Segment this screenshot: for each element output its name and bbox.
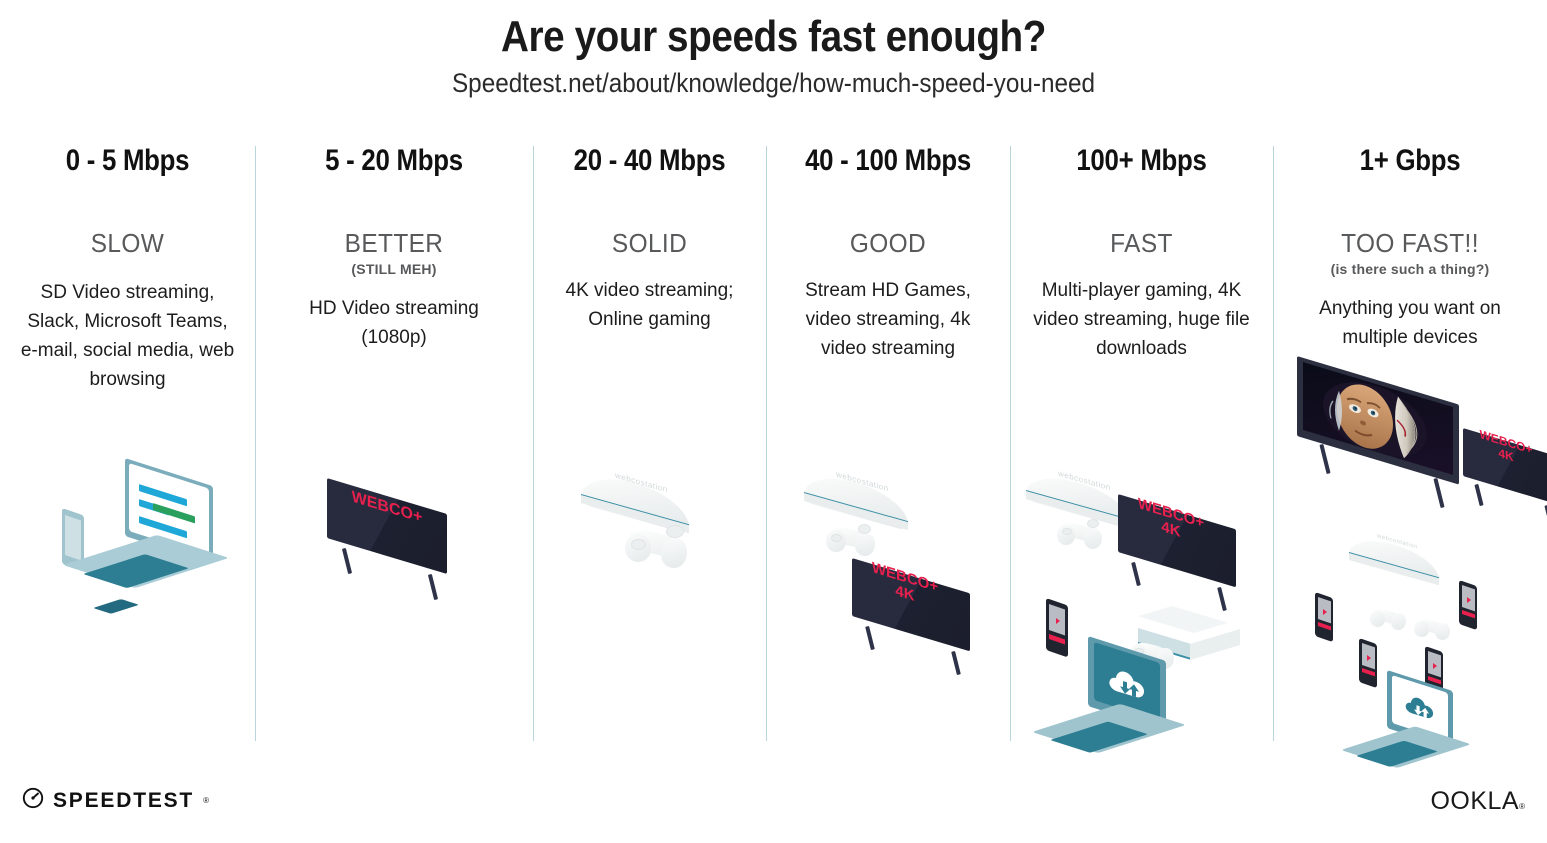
laptop-cloud-icon: [1032, 636, 1196, 766]
rating-label-5: FAST: [1110, 228, 1173, 258]
column-divider-4: [1010, 146, 1011, 741]
phone-icon: [1425, 646, 1443, 697]
page-title: Are your speeds fast enough?: [501, 12, 1046, 61]
use-cases-text-6: Anything you want on multiple devices: [1319, 298, 1501, 348]
use-cases-text-2: HD Video streaming (1080p): [309, 298, 479, 348]
illustration-6: WEBCO+ 4K webcostation: [1273, 356, 1547, 768]
columns-region: 0 - 5 Mbps SLOW SD Video streaming, Slac…: [0, 138, 1547, 768]
illustration-3: webcostation: [533, 458, 766, 658]
ookla-wordmark: OOKLA: [1430, 787, 1520, 815]
speedtest-registered-mark: ®: [203, 796, 209, 805]
phone-icon: [1359, 638, 1377, 689]
phone-icon: [1459, 580, 1477, 631]
game-console-icon: webcostation: [1349, 524, 1439, 586]
speed-range-label-4: 40 - 100 Mbps: [805, 144, 971, 177]
rating-label-3: SOLID: [611, 228, 688, 258]
speedometer-icon: [22, 787, 44, 814]
speedtest-logo: SPEEDTEST ®: [22, 787, 209, 814]
game-controller-icon: [621, 520, 693, 570]
astronaut-photo: [1303, 362, 1453, 475]
illustration-5: webcostation WEBCO+ 4K: [1010, 458, 1273, 754]
rating-label-1: SLOW: [90, 228, 165, 258]
rating-sublabel-6: (is there such a thing?): [1330, 261, 1490, 277]
speed-range-label-2: 5 - 20 Mbps: [325, 144, 463, 177]
use-cases-text-5: Multi-player gaming, 4K video streaming,…: [1033, 280, 1250, 359]
tv-4k-icon: WEBCO+ 4K: [1463, 427, 1547, 528]
column-divider-5: [1273, 146, 1274, 741]
header: Are your speeds fast enough? Speedtest.n…: [0, 0, 1547, 99]
tv-icon: WEBCO+: [327, 478, 447, 601]
speed-range-label-3: 20 - 40 Mbps: [573, 144, 726, 177]
game-controller-icon: [1368, 604, 1409, 631]
game-controller-icon: [1412, 614, 1453, 641]
footer: SPEEDTEST ® OOKLA ®: [0, 773, 1547, 843]
column-divider-2: [533, 146, 534, 741]
phone-icon: [1046, 598, 1068, 658]
game-console-icon: webcostation: [1026, 458, 1130, 530]
phone-icon: [62, 508, 84, 572]
column-divider-1: [255, 146, 256, 741]
rating-label-6: TOO FAST!!: [1341, 228, 1479, 258]
rating-label-4: GOOD: [849, 228, 927, 258]
cloud-sync-icon: [1403, 688, 1441, 727]
tv-4k-icon: WEBCO+ 4K: [1118, 494, 1236, 612]
speed-tier-column-5: 100+ Mbps FAST Multi-player gaming, 4K v…: [1010, 138, 1273, 754]
game-controller-icon: [824, 520, 880, 558]
tv-photo-icon: [1297, 356, 1459, 509]
speed-tier-column-2: 5 - 20 Mbps BETTER (STILL MEH) HD Video …: [255, 138, 533, 738]
game-console-icon: webcostation: [804, 458, 908, 532]
ookla-logo: OOKLA ®: [1430, 787, 1525, 816]
ookla-registered-mark: ®: [1519, 802, 1525, 811]
cloud-sync-icon: [1106, 660, 1154, 708]
column-divider-3: [766, 146, 767, 741]
speedtest-wordmark: SPEEDTEST: [53, 788, 195, 812]
illustration-2: WEBCO+: [255, 468, 533, 648]
game-console-icon: webcostation: [581, 458, 689, 535]
use-cases-text-3: 4K video streaming; Online gaming: [565, 280, 734, 330]
game-controller-icon: [1055, 516, 1106, 551]
speed-range-label-1: 0 - 5 Mbps: [65, 144, 190, 177]
rating-sublabel-2: (STILL MEH): [351, 261, 437, 277]
tv-4k-icon: WEBCO+ 4K: [852, 558, 970, 676]
speed-tier-column-4: 40 - 100 Mbps GOOD Stream HD Games, vide…: [766, 138, 1010, 738]
use-cases-text-4: Stream HD Games, video streaming, 4k vid…: [805, 280, 971, 359]
speed-tier-column-1: 0 - 5 Mbps SLOW SD Video streaming, Slac…: [0, 138, 255, 738]
speed-range-label-6: 1+ Gbps: [1359, 144, 1461, 177]
illustration-4: webcostation WEBCO+ 4K: [766, 458, 1010, 718]
laptop-icon: [63, 458, 235, 618]
rating-label-2: BETTER: [344, 228, 444, 258]
laptop-cloud-icon: [1341, 670, 1489, 780]
use-cases-text-1: SD Video streaming, Slack, Microsoft Tea…: [20, 282, 235, 390]
phone-icon: [1315, 592, 1333, 643]
speed-tier-column-3: 20 - 40 Mbps SOLID 4K video streaming; O…: [533, 138, 766, 738]
page-subtitle-url: Speedtest.net/about/knowledge/how-much-s…: [451, 68, 1096, 98]
illustration-1: [0, 458, 255, 638]
speed-range-label-5: 100+ Mbps: [1076, 144, 1207, 177]
speed-tier-column-6: 1+ Gbps TOO FAST!! (is there such a thin…: [1273, 138, 1547, 768]
